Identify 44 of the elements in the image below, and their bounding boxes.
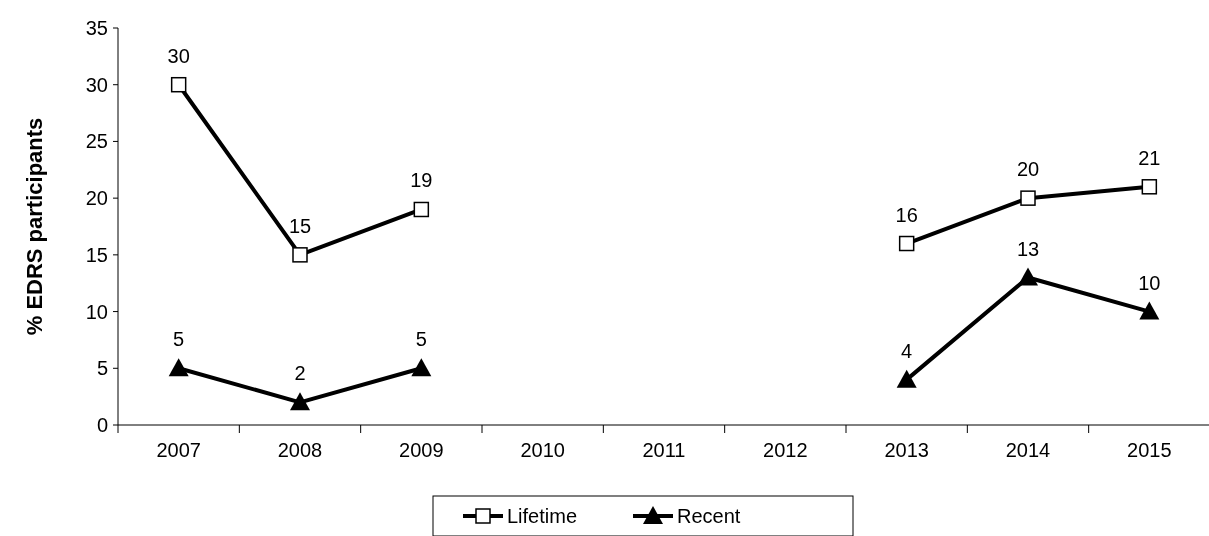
data-label: 13 — [1016, 237, 1040, 260]
point — [170, 76, 187, 93]
x-tick-label: 2015 — [1127, 439, 1172, 461]
y-tick-label: 35 — [85, 17, 108, 39]
data-label: 21 — [1138, 146, 1161, 169]
x-tick-label: 2010 — [520, 439, 565, 461]
point — [168, 358, 189, 377]
x-tick-label: 2007 — [156, 439, 201, 461]
point — [411, 358, 432, 377]
y-axis-title: % EDRS participants — [22, 117, 47, 336]
data-label: 10 — [1138, 271, 1161, 294]
point — [413, 201, 430, 218]
point — [1139, 301, 1160, 320]
y-tick-label: 30 — [85, 73, 108, 96]
y-tick-label: 0 — [96, 414, 108, 436]
x-tick-label: 2011 — [642, 439, 686, 461]
point — [1020, 190, 1036, 206]
legend-label: Recent — [677, 505, 741, 527]
x-tick-label: 2014 — [1005, 439, 1051, 461]
data-label: 16 — [895, 203, 918, 226]
data-label: 20 — [1016, 158, 1040, 181]
y-tick-label: 10 — [85, 300, 108, 323]
point — [1141, 179, 1158, 195]
x-tick-label: 2012 — [763, 439, 808, 461]
data-label: 5 — [415, 328, 427, 351]
x-tick-label: 2009 — [399, 439, 444, 461]
y-tick-label: 25 — [85, 130, 108, 153]
x-tick-label: 2008 — [277, 439, 323, 461]
y-tick-label: 20 — [85, 187, 108, 210]
point — [1018, 267, 1038, 286]
legend-label: Lifetime — [507, 505, 578, 527]
point — [292, 247, 308, 263]
data-label: 2 — [294, 362, 306, 385]
data-label: 5 — [173, 328, 185, 351]
point — [896, 369, 917, 388]
data-label: 19 — [410, 169, 433, 192]
x-tick-label: 2013 — [884, 439, 929, 461]
data-label: 30 — [167, 44, 190, 67]
point — [290, 392, 310, 411]
y-tick-label: 15 — [85, 243, 108, 266]
point — [898, 235, 915, 252]
y-tick-label: 5 — [96, 357, 108, 380]
data-label: 15 — [288, 214, 312, 237]
data-label: 4 — [901, 339, 913, 362]
